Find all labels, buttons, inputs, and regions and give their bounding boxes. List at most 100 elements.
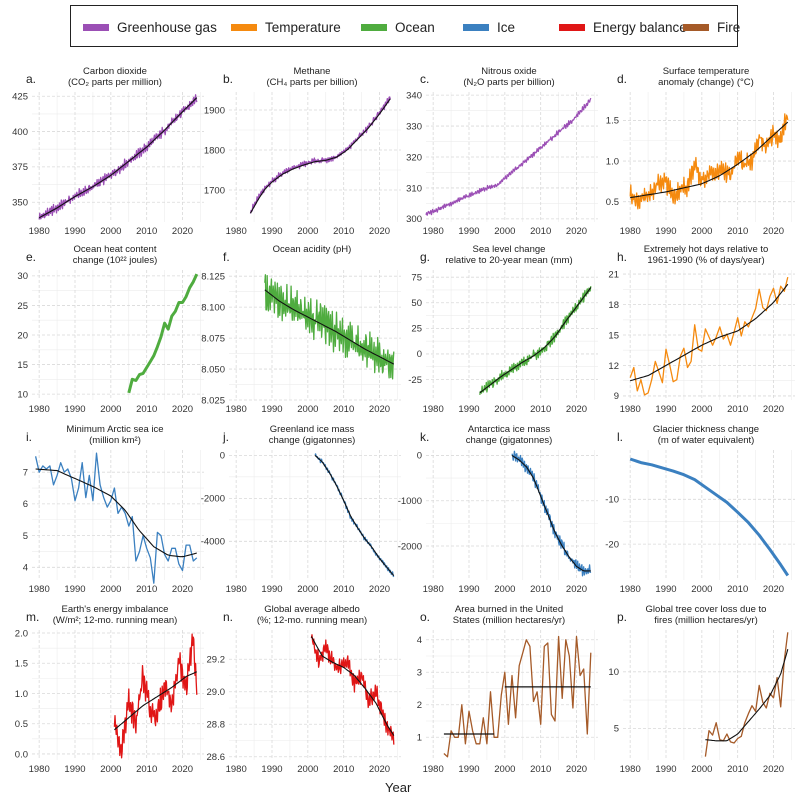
series-line xyxy=(629,276,789,396)
y-tick-label: 9 xyxy=(614,391,619,402)
x-tick-label: 1980 xyxy=(423,764,444,775)
y-tick-label: 30 xyxy=(17,271,28,282)
panel-title-line1: Greenland ice mass xyxy=(269,424,355,435)
trend-line xyxy=(38,97,198,219)
x-tick-label: 2020 xyxy=(763,404,784,415)
y-tick-label: -1000 xyxy=(398,496,422,507)
y-tick-label: 25 xyxy=(17,301,28,312)
y-tick-label: 20 xyxy=(17,330,28,341)
x-tick-label: 1980 xyxy=(29,404,50,415)
trend-line xyxy=(705,649,789,742)
series-line xyxy=(310,634,395,745)
y-tick-label: 8.100 xyxy=(201,302,225,313)
panel-title-line2: (%; 12-mo. running mean) xyxy=(256,615,368,626)
x-tick-label: 2020 xyxy=(369,764,390,775)
x-tick-label: 2000 xyxy=(297,226,318,237)
panel-title: Global average albedo (%; 12-mo. running … xyxy=(237,604,387,626)
panel-plot: 8.025 8.050 8.075 8.100 8.125 1980 1990 2000 201… xyxy=(201,270,401,415)
x-tick-label: 1990 xyxy=(64,764,85,775)
x-tick-label: 2020 xyxy=(172,584,193,595)
y-tick-label: 320 xyxy=(406,152,422,163)
x-tick-label: 2010 xyxy=(727,404,748,415)
y-tick-label: 21 xyxy=(608,269,619,280)
x-tick-label: 2020 xyxy=(172,764,193,775)
x-tick-label: 1990 xyxy=(64,584,85,595)
y-tick-label: 15 xyxy=(608,330,619,341)
panel-e: e. Ocean heat content change (10²² joules)… xyxy=(0,240,204,420)
panel-title-line1: Methane xyxy=(293,66,331,77)
panel-plot: 350 375 400 425 1980 1990 2000 2010 2020 xyxy=(12,92,204,237)
y-tick-label: 10 xyxy=(17,389,28,400)
panel-plot: 28.6 28.8 29.0 29.2 1980 1990 2000 2010 2020 xyxy=(207,630,401,775)
y-tick-label: 350 xyxy=(12,198,28,209)
x-tick-label: 2010 xyxy=(136,226,157,237)
legend-swatch xyxy=(683,23,709,31)
y-tick-label: 5 xyxy=(614,724,619,735)
panel-title-line1: Antarctica ice mass xyxy=(467,424,551,435)
panel-title: Nitrous oxide (N₂O parts per billion) xyxy=(434,66,584,88)
x-tick-label: 2000 xyxy=(297,764,318,775)
panel-plot: 10 15 20 25 30 1980 1990 2000 2010 2020 xyxy=(17,270,204,415)
y-tick-label: 4 xyxy=(417,635,422,646)
panel-plot: -25 0 25 50 75 1980 1990 2000 2010 2020 xyxy=(408,270,598,415)
x-tick-label: 1990 xyxy=(655,404,676,415)
series-line xyxy=(629,457,790,577)
panel-title: Area burned in the United States (million… xyxy=(434,604,584,626)
legend-item-ocean: Ocean xyxy=(361,16,435,38)
legend-label: Greenhouse gas xyxy=(117,19,217,35)
panel-title-line2: change (10²² joules) xyxy=(72,255,158,266)
x-tick-label: 2000 xyxy=(691,764,712,775)
y-tick-label: -10 xyxy=(605,495,619,506)
x-tick-label: 2010 xyxy=(136,584,157,595)
x-tick-label: 2000 xyxy=(494,584,515,595)
panel-letter: k. xyxy=(420,430,430,444)
x-tick-label: 1980 xyxy=(620,226,641,237)
y-tick-label: 4 xyxy=(23,563,28,574)
panel-letter: g. xyxy=(420,250,431,264)
panel-title-line1: Sea level change xyxy=(472,244,546,255)
legend-swatch xyxy=(559,23,585,31)
legend: Greenhouse gas Temperature Ocean Ice Energy … xyxy=(70,5,741,47)
x-tick-label: 1980 xyxy=(423,584,444,595)
legend-swatch xyxy=(361,23,387,31)
panel-plot: 0.5 1.0 1.5 1980 1990 2000 2010 2020 xyxy=(606,92,795,237)
y-tick-label: 7 xyxy=(23,467,28,478)
x-tick-label: 2020 xyxy=(172,226,193,237)
legend-label: Ice xyxy=(497,19,516,35)
x-tick-label: 1980 xyxy=(423,404,444,415)
y-tick-label: 1900 xyxy=(204,105,225,116)
panel-m: m. Earth's energy imbalance (W/m²; 12-mo. … xyxy=(0,600,204,780)
x-tick-label: 1980 xyxy=(29,584,50,595)
panel-c: c. Nitrous oxide (N₂O parts per billion) 30… xyxy=(394,62,598,242)
panel-title-line2: (N₂O parts per billion) xyxy=(463,77,555,88)
legend-label: Temperature xyxy=(265,19,341,35)
panel-title: Glacier thickness change (m of water equi… xyxy=(631,424,781,446)
y-tick-label: 6 xyxy=(23,499,28,510)
panel-plot: 5 10 1980 1990 2000 2010 2020 xyxy=(608,630,795,775)
legend-label: Fire xyxy=(717,19,741,35)
y-tick-label: 400 xyxy=(12,127,28,138)
trend-line xyxy=(250,98,391,214)
y-tick-label: 5 xyxy=(23,531,28,542)
legend-swatch xyxy=(83,23,109,31)
legend-swatch xyxy=(463,23,489,31)
series-line xyxy=(511,450,592,577)
x-tick-label: 2010 xyxy=(333,404,354,415)
trend-line xyxy=(264,289,395,365)
panel-n: n. Global average albedo (%; 12-mo. runnin… xyxy=(197,600,401,780)
panel-title-line1: Ocean acidity (pH) xyxy=(272,244,352,255)
panel-h: h. Extremely hot days relative to 1961-199… xyxy=(591,240,795,420)
series-line xyxy=(629,113,789,210)
panel-title: Greenland ice mass change (gigatonnes) xyxy=(237,424,387,446)
x-tick-label: 2020 xyxy=(369,226,390,237)
x-tick-label: 1990 xyxy=(458,584,479,595)
panel-title-line2: relative to 20-year mean (mm) xyxy=(445,255,573,266)
y-tick-label: 8.025 xyxy=(201,395,225,406)
panel-title-line2: anomaly (change) (°C) xyxy=(658,77,754,88)
y-tick-label: -2000 xyxy=(201,494,225,505)
y-tick-label: 28.8 xyxy=(207,720,226,731)
y-tick-label: -25 xyxy=(408,375,422,386)
y-tick-label: 29.0 xyxy=(207,687,226,698)
x-tick-label: 1980 xyxy=(423,226,444,237)
panel-k: k. Antarctica ice mass change (gigatonnes)… xyxy=(394,420,598,600)
